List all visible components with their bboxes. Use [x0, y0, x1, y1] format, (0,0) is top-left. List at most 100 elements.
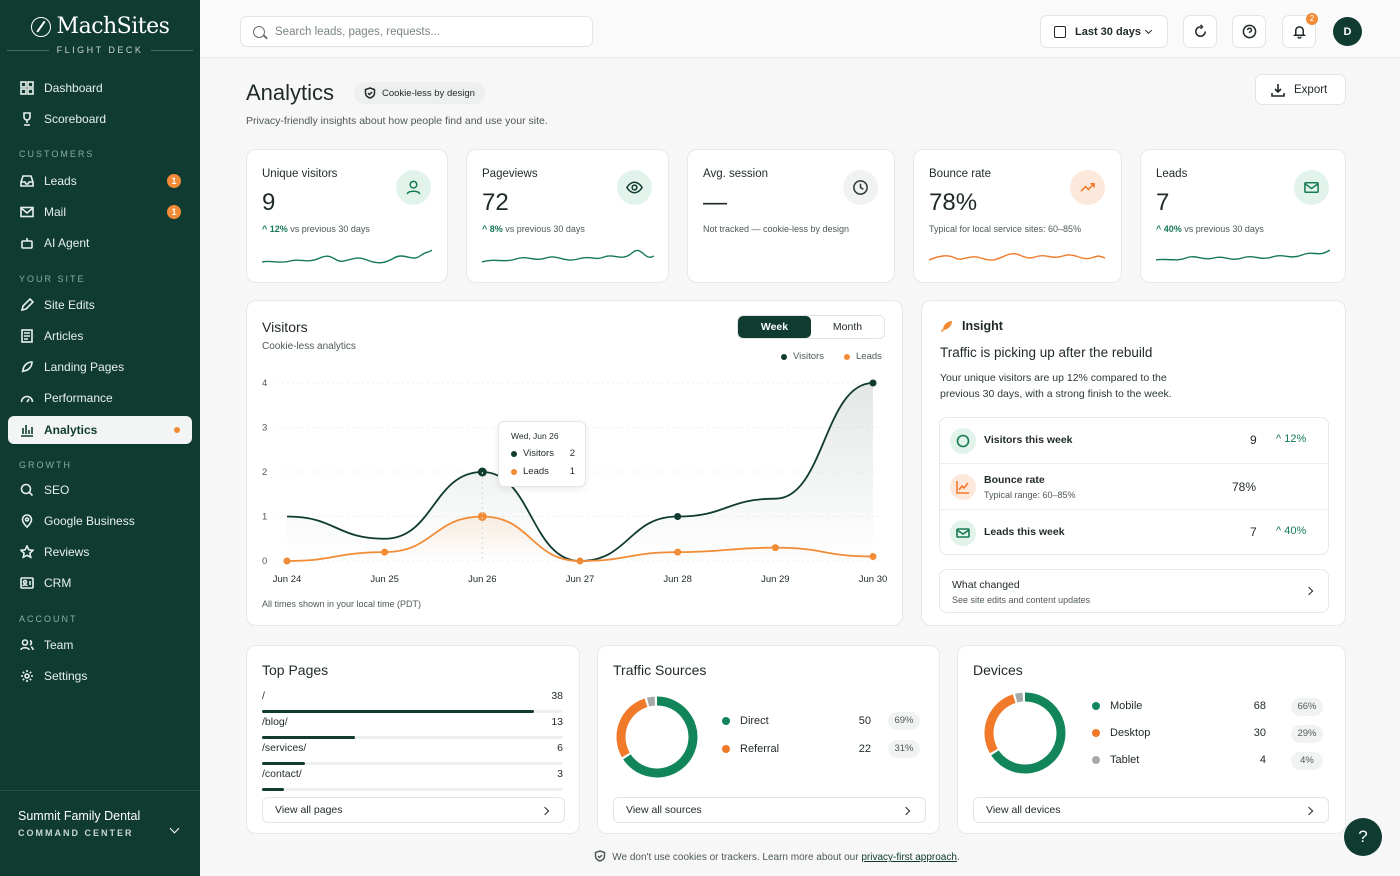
data-point[interactable] — [381, 548, 389, 556]
help-button[interactable] — [1232, 15, 1266, 48]
brand-logo[interactable]: MachSites FLIGHT DECK — [0, 14, 200, 55]
brand-name: MachSites — [56, 14, 170, 39]
view-all-devices-button[interactable]: View all devices — [973, 797, 1329, 823]
footer-text: We don't use cookies or trackers. Learn … — [612, 852, 859, 863]
data-point[interactable] — [674, 513, 682, 520]
search-input[interactable]: Search leads, pages, requests... — [240, 16, 593, 47]
sidebar-item-label: Dashboard — [44, 81, 103, 95]
data-point[interactable] — [674, 548, 682, 556]
insight-row-leads: Leads this week 7 ^ 40% — [940, 510, 1328, 556]
document-icon — [20, 329, 34, 343]
page-title: Analytics — [246, 80, 335, 105]
users-icon — [20, 638, 34, 652]
pencil-icon — [20, 298, 34, 312]
shield-icon — [595, 850, 606, 862]
what-changed-sub: See site edits and content updates — [952, 595, 1091, 605]
legend-pct: 69% — [888, 712, 920, 730]
kpi-card-bounce-rate: Bounce rate 78% Typical for local servic… — [913, 149, 1122, 283]
kpi-note: ^ 40% vs previous 30 days — [1156, 224, 1264, 234]
legend-referral: Referral — [722, 743, 779, 755]
button-label: View all sources — [626, 804, 702, 816]
tooltip-label: Visitors — [523, 448, 554, 459]
donut-slice-tablet[interactable] — [1015, 692, 1024, 703]
sidebar-item-analytics[interactable]: Analytics — [8, 416, 192, 444]
legend-leads: Leads — [844, 351, 882, 362]
org-sub: COMMAND CENTER — [18, 828, 134, 838]
top-pages-title: Top Pages — [262, 662, 329, 678]
kpi-note-text: vs previous 30 days — [290, 224, 370, 234]
sidebar-item-label: Analytics — [44, 423, 98, 437]
sidebar-item-mail[interactable]: Mail 1 — [8, 198, 192, 226]
sidebar-item-google-business[interactable]: Google Business — [8, 507, 192, 535]
data-point[interactable] — [576, 557, 584, 565]
devices-card: Devices Mobile 68 66% Desktop 30 29% Tab… — [957, 645, 1346, 834]
toggle-month[interactable]: Month — [832, 321, 863, 333]
sidebar-item-leads[interactable]: Leads 1 — [8, 167, 192, 195]
top-page-path: /services/ — [262, 742, 307, 754]
notifications-button[interactable]: 2 — [1282, 13, 1318, 48]
sidebar-item-dashboard[interactable]: Dashboard — [8, 74, 192, 102]
sidebar-item-site-edits[interactable]: Site Edits — [8, 291, 192, 319]
chevron-right-icon — [901, 806, 911, 816]
sidebar-item-scoreboard[interactable]: Scoreboard — [8, 105, 192, 133]
donut-slice-other[interactable] — [646, 696, 656, 707]
bounce-sparkline — [929, 253, 1105, 261]
sidebar-item-seo[interactable]: SEO — [8, 476, 192, 504]
mail-icon — [20, 205, 34, 219]
clock-icon — [843, 170, 878, 205]
x-tick-label: Jun 27 — [566, 574, 595, 585]
org-switcher[interactable]: Summit Family Dental COMMAND CENTER — [0, 790, 200, 876]
data-point[interactable] — [771, 544, 779, 552]
privacy-link[interactable]: privacy-first approach — [861, 852, 957, 863]
tooltip-leads: Leads 1 — [511, 466, 575, 477]
sidebar-item-label: SEO — [44, 483, 70, 497]
legend-label: Tablet — [1110, 754, 1140, 766]
data-point[interactable] — [869, 379, 877, 387]
legend-value: 50 — [858, 715, 871, 727]
legend-pct: 66% — [1291, 698, 1323, 716]
kpi-note-text: Not tracked — cookie-less by design — [703, 224, 850, 234]
tooltip-value: 2 — [569, 448, 575, 459]
view-all-pages-button[interactable]: View all pages — [262, 797, 565, 823]
bell-icon — [1292, 26, 1306, 39]
donut-slice-mobile[interactable] — [991, 692, 1066, 774]
y-tick-label: 4 — [262, 378, 267, 389]
view-all-sources-button[interactable]: View all sources — [613, 797, 926, 823]
sidebar-item-reviews[interactable]: Reviews — [8, 538, 192, 566]
help-chat-button[interactable]: ? — [1344, 818, 1382, 856]
legend-tablet: Tablet — [1092, 754, 1139, 766]
what-changed-link[interactable]: What changed See site edits and content … — [939, 569, 1329, 613]
donut-slice-direct[interactable] — [623, 696, 698, 778]
x-tick-label: Jun 30 — [859, 574, 888, 585]
sidebar-item-ai-agent[interactable]: AI Agent — [8, 229, 192, 257]
sidebar-item-landing-pages[interactable]: Landing Pages — [8, 353, 192, 381]
sidebar-item-articles[interactable]: Articles — [8, 322, 192, 350]
top-page-bar — [262, 788, 563, 791]
export-button[interactable]: Export — [1255, 74, 1346, 105]
legend-label: Desktop — [1110, 727, 1151, 739]
period-toggle: Week Month — [737, 315, 885, 339]
trend-up-icon — [1070, 170, 1105, 205]
data-point[interactable] — [283, 557, 291, 565]
sidebar-item-settings[interactable]: Settings — [8, 662, 192, 690]
top-page-views: 6 — [557, 742, 563, 754]
org-name: Summit Family Dental — [18, 809, 141, 823]
avatar[interactable]: D — [1333, 17, 1362, 46]
change-value: 40% — [1284, 525, 1307, 537]
sidebar-item-team[interactable]: Team — [8, 631, 192, 659]
donut-slice-referral[interactable] — [616, 698, 648, 758]
refresh-button[interactable] — [1183, 15, 1217, 48]
sidebar-item-label: Landing Pages — [44, 360, 125, 374]
insight-row-sub: Typical range: 60–85% — [984, 490, 1076, 500]
date-range-select[interactable]: Last 30 days — [1040, 15, 1168, 48]
kpi-value: 9 — [262, 189, 276, 216]
sidebar-item-performance[interactable]: Performance — [8, 384, 192, 412]
sidebar-item-crm[interactable]: CRM — [8, 569, 192, 597]
chevron-down-icon — [1144, 26, 1153, 35]
data-point[interactable] — [477, 512, 487, 521]
toggle-week[interactable]: Week — [738, 316, 811, 338]
topbar: Search leads, pages, requests... Last 30… — [200, 0, 1400, 58]
data-point[interactable] — [869, 553, 877, 561]
active-dot — [174, 427, 180, 433]
donut-slice-desktop[interactable] — [984, 694, 1016, 754]
